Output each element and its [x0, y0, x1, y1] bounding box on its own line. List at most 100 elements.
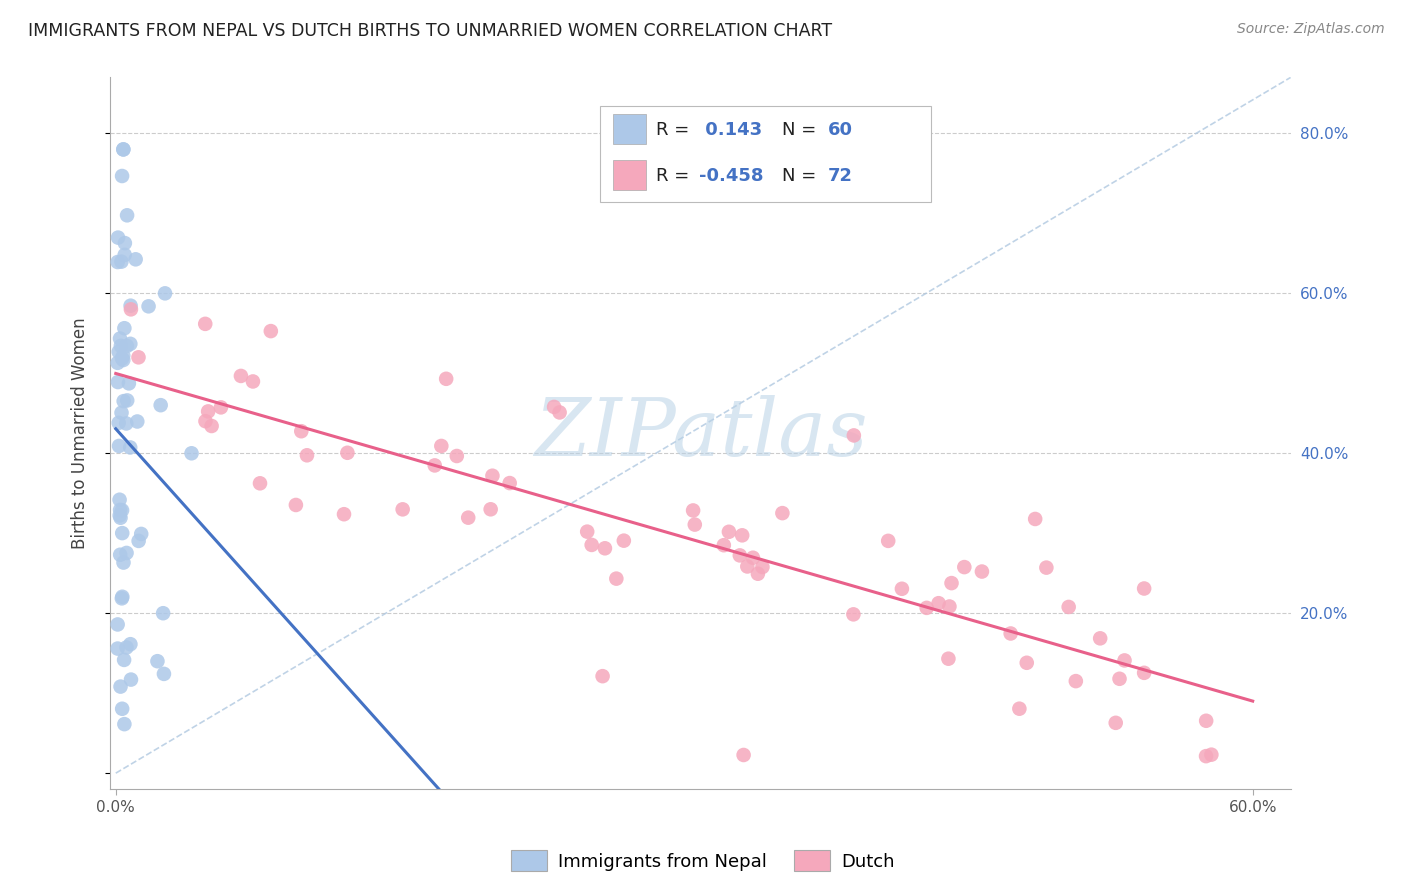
Point	[430, 439, 453, 453]
Point	[115, 208, 138, 222]
Point	[108, 332, 131, 346]
Point	[110, 339, 132, 353]
Point	[111, 351, 134, 366]
Point	[111, 169, 134, 183]
Point	[1088, 632, 1111, 646]
Point	[107, 255, 129, 269]
Point	[153, 286, 176, 301]
Point	[120, 299, 142, 313]
Point	[112, 142, 135, 157]
Point	[941, 576, 963, 591]
Point	[1133, 582, 1156, 596]
Point	[1108, 672, 1130, 686]
Point	[111, 591, 134, 606]
Point	[1008, 702, 1031, 716]
Point	[747, 566, 769, 581]
Point	[152, 606, 174, 620]
Point	[128, 351, 150, 365]
Point	[1057, 599, 1080, 614]
Point	[295, 448, 318, 462]
Point	[249, 476, 271, 491]
Point	[149, 398, 172, 412]
Point	[742, 550, 765, 565]
Point	[112, 717, 135, 731]
Point	[890, 582, 912, 596]
Point	[115, 546, 138, 560]
Point	[543, 400, 565, 414]
Point	[108, 548, 131, 562]
Point	[605, 572, 627, 586]
Point	[713, 538, 735, 552]
Point	[114, 236, 136, 251]
Point	[260, 324, 283, 338]
Point	[129, 527, 152, 541]
Point	[576, 524, 599, 539]
Point	[737, 559, 759, 574]
Point	[112, 556, 135, 570]
Point	[209, 401, 232, 415]
Point	[107, 617, 129, 632]
Point	[120, 336, 142, 351]
Point	[229, 368, 252, 383]
Point	[107, 230, 129, 244]
Point	[127, 415, 149, 429]
Point	[107, 641, 129, 656]
Point	[592, 669, 614, 683]
Point	[153, 666, 176, 681]
Point	[391, 502, 413, 516]
Point	[593, 541, 616, 556]
Point	[728, 549, 751, 563]
Point	[333, 507, 356, 521]
Text: Source: ZipAtlas.com: Source: ZipAtlas.com	[1237, 22, 1385, 37]
Point	[112, 394, 135, 409]
Legend: Immigrants from Nepal, Dutch: Immigrants from Nepal, Dutch	[505, 843, 901, 879]
Point	[548, 405, 571, 419]
Point	[842, 428, 865, 442]
Point	[284, 498, 307, 512]
Point	[115, 339, 138, 353]
Point	[938, 651, 960, 665]
Point	[110, 406, 132, 420]
Point	[733, 747, 755, 762]
Point	[111, 526, 134, 541]
Point	[107, 344, 129, 359]
Point	[115, 640, 138, 655]
Point	[290, 424, 312, 438]
Point	[197, 404, 219, 418]
Point	[118, 376, 141, 391]
Point	[446, 449, 468, 463]
Point	[1064, 674, 1087, 689]
Point	[877, 533, 900, 548]
Y-axis label: Births to Unmarried Women: Births to Unmarried Women	[72, 318, 89, 549]
Point	[115, 417, 138, 431]
Point	[581, 538, 603, 552]
Point	[751, 560, 773, 574]
Point	[423, 458, 446, 473]
Point	[111, 503, 134, 517]
Point	[1035, 560, 1057, 574]
Point	[842, 607, 865, 622]
Point	[110, 254, 132, 268]
Point	[457, 510, 479, 524]
Point	[112, 321, 135, 335]
Point	[1000, 626, 1022, 640]
Point	[146, 654, 169, 668]
Point	[114, 248, 136, 262]
Point	[107, 416, 129, 430]
Point	[953, 560, 976, 574]
Point	[111, 590, 134, 604]
Point	[107, 356, 129, 370]
Point	[499, 476, 522, 491]
Text: IMMIGRANTS FROM NEPAL VS DUTCH BIRTHS TO UNMARRIED WOMEN CORRELATION CHART: IMMIGRANTS FROM NEPAL VS DUTCH BIRTHS TO…	[28, 22, 832, 40]
Point	[731, 528, 754, 542]
Point	[938, 599, 960, 614]
Point	[1201, 747, 1223, 762]
Point	[108, 503, 131, 517]
Point	[434, 372, 457, 386]
Point	[112, 353, 135, 368]
Point	[770, 506, 793, 520]
Point	[194, 414, 217, 428]
Point	[1133, 665, 1156, 680]
Point	[1114, 653, 1136, 667]
Point	[112, 653, 135, 667]
